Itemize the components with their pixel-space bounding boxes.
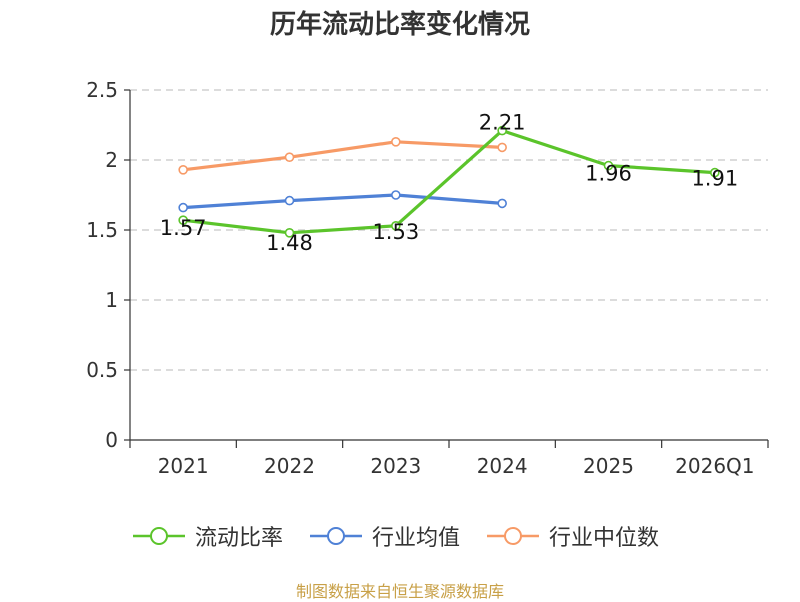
series-2-point xyxy=(497,142,507,153)
series-2-line xyxy=(182,140,503,172)
legend-item-current-ratio[interactable]: 流动比率 xyxy=(133,520,283,552)
data-label: 1.57 xyxy=(160,216,207,240)
data-label: 1.91 xyxy=(691,167,738,191)
series-0-line xyxy=(182,129,715,235)
series-1-point xyxy=(391,190,401,200)
legend-item-industry-mean[interactable]: 行业均值 xyxy=(310,520,460,552)
series-0-point xyxy=(603,160,614,171)
series-1-line xyxy=(183,193,503,210)
series-1-point xyxy=(497,198,507,209)
series-2-point xyxy=(284,152,295,162)
legend-marker-current-ratio xyxy=(133,527,185,545)
legend-label-industry-mean: 行业均值 xyxy=(372,526,461,551)
legend-marker-industry-mean xyxy=(310,527,362,545)
legend: 流动比率 行业均值 行业中位数 xyxy=(0,520,800,552)
series-0-point xyxy=(284,228,295,238)
y-tick-label: 1.5 xyxy=(86,218,118,242)
y-tick-label: 2 xyxy=(105,148,118,172)
x-tick-label: 2026Q1 xyxy=(675,454,754,478)
series-1-point xyxy=(284,195,295,206)
series-2-point xyxy=(391,137,401,147)
x-tick-label: 2021 xyxy=(158,454,209,478)
series-0-point xyxy=(391,221,401,231)
data-label: 1.48 xyxy=(266,231,313,255)
x-tick-label: 2025 xyxy=(583,454,634,478)
legend-label-current-ratio: 流动比率 xyxy=(195,526,284,551)
series-0-point xyxy=(497,125,507,136)
y-tick-label: 0.5 xyxy=(86,358,118,382)
series-0-point xyxy=(710,167,720,178)
source-note: 制图数据来自恒生聚源数据库 xyxy=(295,582,504,601)
series-1-point xyxy=(178,202,188,213)
legend-item-industry-median[interactable]: 行业中位数 xyxy=(487,520,659,552)
y-tick-label: 2.5 xyxy=(86,78,118,102)
series-0-point xyxy=(178,215,188,225)
y-tick-label: 1 xyxy=(105,288,118,312)
chart-title: 历年流动比率变化情况 xyxy=(269,10,530,40)
x-tick-label: 2024 xyxy=(477,454,528,478)
legend-marker-industry-median xyxy=(487,527,539,545)
data-label: 2.21 xyxy=(479,111,526,135)
legend-label-industry-median: 行业中位数 xyxy=(549,526,660,551)
series-2-point xyxy=(178,165,188,175)
data-label: 1.53 xyxy=(372,220,419,244)
x-tick-label: 2022 xyxy=(264,454,315,478)
data-label: 1.96 xyxy=(585,162,632,186)
y-tick-label: 0 xyxy=(105,428,118,452)
x-tick-label: 2023 xyxy=(370,454,421,478)
